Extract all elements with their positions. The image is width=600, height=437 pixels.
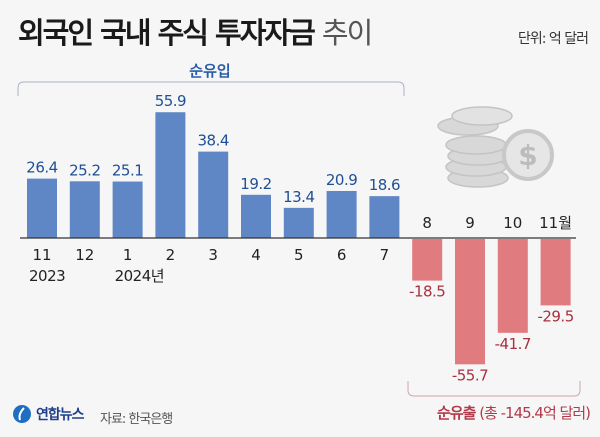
outflow-total: (총 -145.4억 달러)	[479, 404, 591, 422]
x-tick-label: 3	[208, 246, 218, 264]
bar	[241, 194, 271, 238]
x-tick-label: 11	[32, 246, 51, 264]
bar	[412, 239, 443, 281]
data-label: 25.1	[112, 162, 143, 180]
x-tick-label: 5	[294, 246, 304, 264]
bar	[369, 196, 400, 238]
x-tick-label: 4	[251, 246, 261, 264]
data-label: 55.9	[155, 92, 186, 110]
data-label: -55.7	[452, 366, 488, 384]
source-label: 자료: 한국은행	[100, 412, 173, 427]
logo-icon	[13, 405, 31, 423]
x-tick-label: 10	[503, 214, 522, 232]
x-tick-label: 8	[422, 214, 432, 232]
data-label: 20.9	[326, 171, 357, 189]
year-label: 2023	[29, 267, 65, 285]
outflow-label: 순유출 (총 -145.4억 달러)	[437, 402, 591, 423]
bar	[155, 112, 186, 238]
data-label: 13.4	[283, 188, 314, 206]
unit-label: 단위: 억 달러	[517, 31, 589, 47]
bar	[112, 181, 143, 238]
data-label: 25.2	[69, 161, 100, 179]
x-tick-label: 9	[465, 214, 475, 232]
bar	[27, 178, 57, 238]
bar	[69, 181, 100, 238]
bar	[326, 190, 357, 238]
bar	[540, 239, 571, 306]
bar	[497, 239, 528, 333]
data-label: 38.4	[197, 132, 228, 150]
bar	[455, 239, 485, 365]
inflow-bracket	[17, 81, 405, 96]
outflow-label-bold: 순유출	[437, 404, 476, 422]
logo-text: 연합뉴스	[36, 407, 85, 423]
bar	[283, 207, 314, 238]
x-tick-label: 2	[166, 246, 176, 264]
data-label: -41.7	[495, 335, 531, 353]
x-tick-label: 11월	[539, 214, 572, 232]
data-label: -29.5	[537, 307, 573, 325]
svg-text:$: $	[518, 139, 537, 172]
title-light: 추이	[321, 16, 373, 50]
data-label: -18.5	[409, 283, 445, 301]
x-tick-label: 7	[380, 246, 390, 264]
yonhap-logo: 연합뉴스	[12, 404, 85, 424]
x-tick-label: 6	[337, 246, 347, 264]
x-tick-label: 12	[75, 246, 94, 264]
inflow-label: 순유입	[189, 62, 231, 80]
title-bold: 외국인 국내 주식 투자자금	[18, 16, 316, 50]
data-label: 18.6	[369, 176, 400, 194]
x-tick-label: 1	[123, 246, 133, 264]
chart-title: 외국인 국내 주식 투자자금 추이	[18, 10, 373, 52]
data-label: 19.2	[240, 175, 271, 193]
year-label: 2024년	[115, 267, 164, 285]
data-label: 26.4	[26, 159, 57, 177]
coins-illustration: $	[437, 106, 554, 188]
bar	[198, 151, 229, 238]
outflow-bracket	[407, 381, 581, 397]
